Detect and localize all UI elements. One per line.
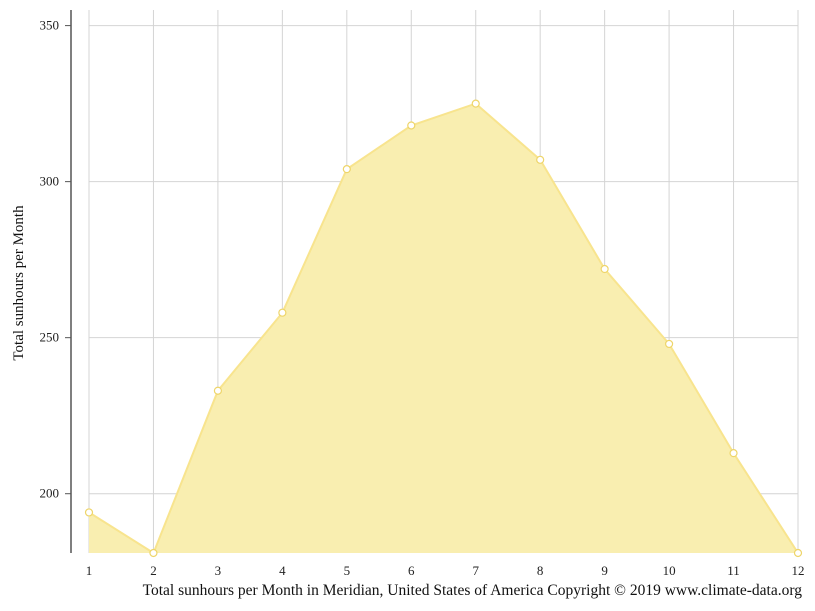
chart-caption: Total sunhours per Month in Meridian, Un… [142,582,802,599]
y-tick-label-200: 200 [40,486,60,501]
data-point-2 [149,548,158,558]
area-series [88,102,799,555]
y-tick-label-300: 300 [40,174,60,189]
data-point-12 [793,548,803,558]
data-point-1 [84,508,94,517]
x-tick-labels: 1 2 3 4 5 6 7 8 9 10 11 12 [86,563,805,578]
x-tick-label-5: 5 [344,563,351,578]
x-tick-label-11: 11 [727,563,740,578]
y-axis-label: Total sunhours per Month [11,205,27,361]
data-point-10 [664,339,674,349]
x-tick-label-10: 10 [663,563,676,578]
data-point-4 [278,308,287,317]
data-point-9 [600,264,609,274]
data-point-3 [213,386,223,395]
area-fill [89,103,798,553]
series-line [88,102,799,555]
axes [65,10,72,553]
x-tick-label-8: 8 [537,563,544,578]
x-tick-label-2: 2 [150,563,157,578]
x-tick-label-6: 6 [408,563,415,578]
x-tick-label-3: 3 [215,563,222,578]
data-point-11 [729,449,738,458]
data-point-7 [471,99,480,108]
data-markers [84,99,803,558]
y-tick-labels: 200 250 300 350 [40,18,60,501]
x-tick-label-12: 12 [792,563,805,578]
x-tick-label-9: 9 [601,563,608,578]
x-tick-label-1: 1 [86,563,93,578]
data-point-8 [536,155,545,164]
data-point-5 [342,165,351,174]
y-tick-label-350: 350 [40,18,60,33]
data-point-6 [407,121,416,130]
y-tick-label-250: 250 [40,330,60,345]
x-tick-label-4: 4 [279,563,286,578]
x-tick-label-7: 7 [472,563,479,578]
